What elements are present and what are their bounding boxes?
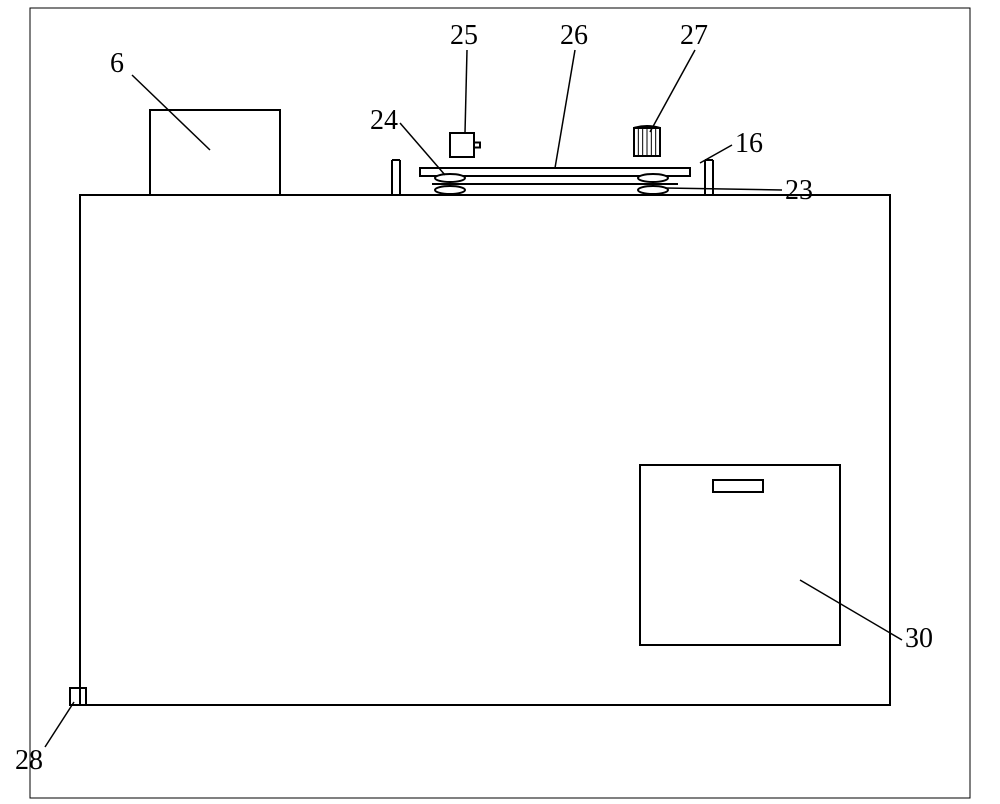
figure-stage: 6 25 26 27 24 16 23 30 28 — [0, 0, 1000, 804]
label-23: 23 — [785, 175, 813, 207]
drawing-svg — [0, 0, 1000, 804]
label-28: 28 — [15, 745, 43, 777]
label-25: 25 — [450, 20, 478, 52]
label-30: 30 — [905, 623, 933, 655]
label-16: 16 — [735, 128, 763, 160]
label-27: 27 — [680, 20, 708, 52]
label-26: 26 — [560, 20, 588, 52]
label-6: 6 — [110, 48, 124, 80]
label-24: 24 — [370, 105, 398, 137]
